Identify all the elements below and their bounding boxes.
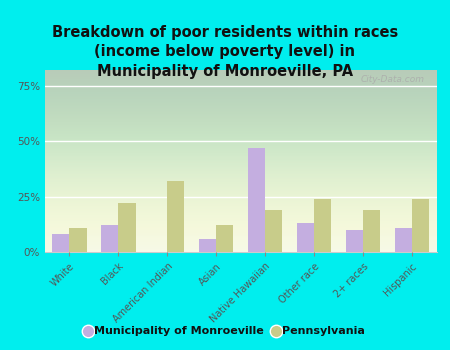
Bar <box>167 181 184 252</box>
Bar <box>314 199 331 252</box>
Bar <box>395 228 412 252</box>
Bar <box>118 203 135 252</box>
Text: Breakdown of poor residents within races
(income below poverty level) in
Municip: Breakdown of poor residents within races… <box>52 25 398 79</box>
Bar <box>199 239 216 252</box>
Text: City-Data.com: City-Data.com <box>361 76 425 84</box>
Bar <box>52 234 69 252</box>
Bar <box>363 210 380 252</box>
Bar <box>297 223 314 252</box>
Bar <box>216 225 234 252</box>
Bar <box>412 199 429 252</box>
Bar <box>265 210 282 252</box>
Bar <box>69 228 86 252</box>
Bar <box>248 148 265 252</box>
Bar <box>346 230 363 252</box>
Legend: Municipality of Monroeville, Pennsylvania: Municipality of Monroeville, Pennsylvani… <box>81 322 369 341</box>
Bar <box>101 225 118 252</box>
